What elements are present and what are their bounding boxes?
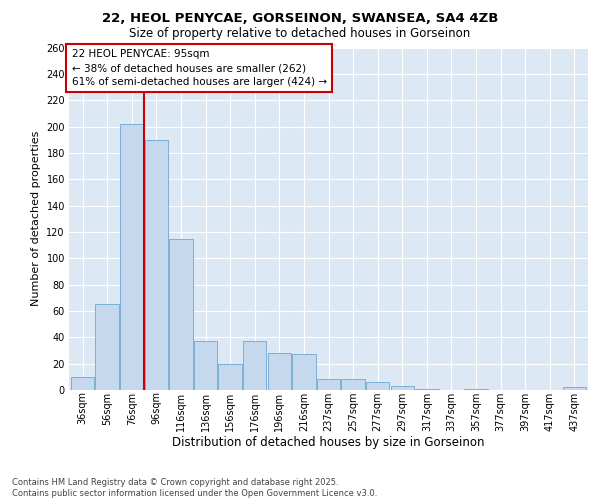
Bar xyxy=(268,353,291,390)
Bar xyxy=(366,382,389,390)
Text: Size of property relative to detached houses in Gorseinon: Size of property relative to detached ho… xyxy=(130,28,470,40)
Bar xyxy=(169,238,193,390)
Text: 22, HEOL PENYCAE, GORSEINON, SWANSEA, SA4 4ZB: 22, HEOL PENYCAE, GORSEINON, SWANSEA, SA… xyxy=(102,12,498,26)
Bar xyxy=(317,380,340,390)
Bar xyxy=(71,377,94,390)
Bar xyxy=(415,388,439,390)
Bar xyxy=(218,364,242,390)
Y-axis label: Number of detached properties: Number of detached properties xyxy=(31,131,41,306)
Bar xyxy=(292,354,316,390)
Bar xyxy=(95,304,119,390)
Bar xyxy=(391,386,414,390)
Text: 22 HEOL PENYCAE: 95sqm
← 38% of detached houses are smaller (262)
61% of semi-de: 22 HEOL PENYCAE: 95sqm ← 38% of detached… xyxy=(71,49,327,87)
Bar xyxy=(464,388,488,390)
Text: Contains HM Land Registry data © Crown copyright and database right 2025.
Contai: Contains HM Land Registry data © Crown c… xyxy=(12,478,377,498)
Bar xyxy=(243,342,266,390)
Bar xyxy=(341,380,365,390)
Bar xyxy=(120,124,143,390)
X-axis label: Distribution of detached houses by size in Gorseinon: Distribution of detached houses by size … xyxy=(172,436,485,450)
Bar xyxy=(145,140,168,390)
Bar xyxy=(194,342,217,390)
Bar xyxy=(563,388,586,390)
